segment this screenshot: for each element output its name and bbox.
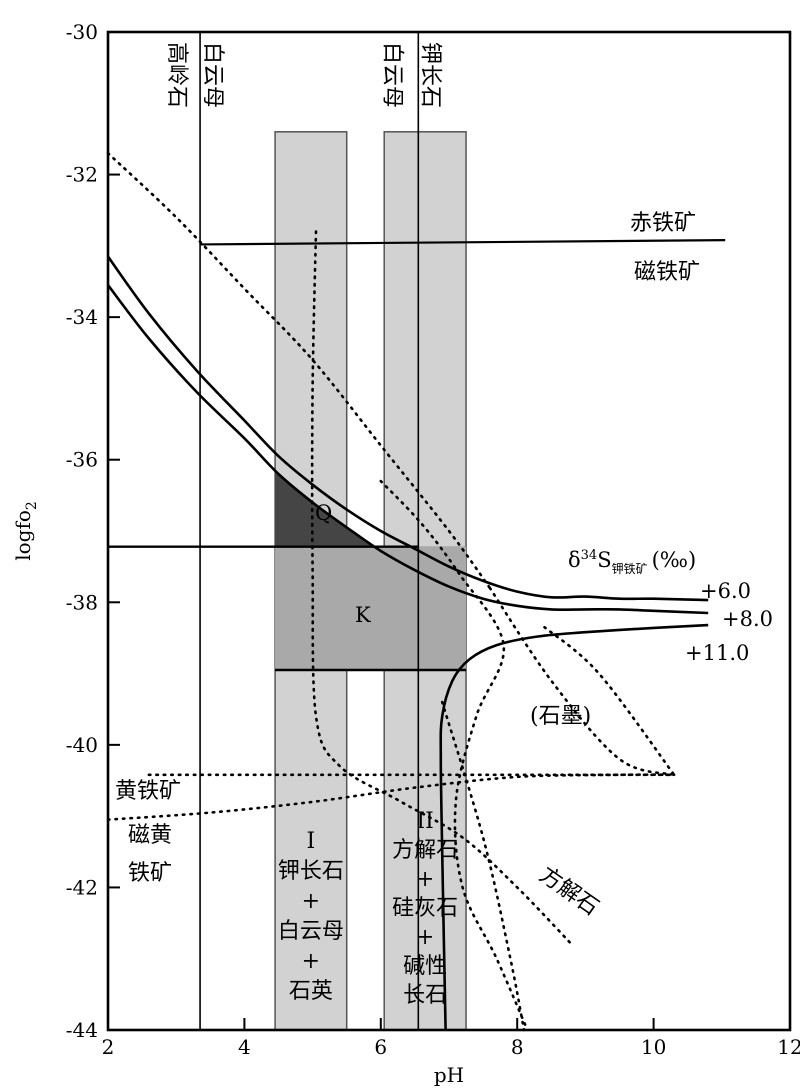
band-ii-label-line: + bbox=[416, 867, 434, 892]
band-ii-label-line: 方解石 bbox=[392, 838, 458, 863]
dotted-pyrite-pyrrhotite-lower bbox=[106, 773, 676, 821]
label-hematite: 赤铁矿 bbox=[630, 211, 696, 236]
x-tick-label: 4 bbox=[238, 1035, 251, 1059]
y-tick-label: -42 bbox=[66, 875, 98, 899]
band-i-label-line: 石英 bbox=[289, 979, 333, 1004]
x-tick-label: 10 bbox=[641, 1035, 666, 1059]
y-axis-label-subscript: 2 bbox=[24, 501, 40, 510]
curve-label-plus-8: +8.0 bbox=[722, 607, 773, 631]
label-muscovite-left: 白云母 bbox=[200, 42, 225, 108]
x-tick-label: 6 bbox=[374, 1035, 387, 1059]
band-i-label-line: 钾长石 bbox=[278, 859, 344, 884]
legend-s: S bbox=[597, 548, 611, 572]
x-tick-label: 8 bbox=[511, 1035, 524, 1059]
legend-unit: (‰) bbox=[652, 548, 697, 572]
y-tick-label: -32 bbox=[66, 163, 98, 187]
band-ii-label-line: 硅灰石 bbox=[392, 896, 458, 921]
plot-frame bbox=[106, 30, 792, 1032]
dotted-graphite-diagonal bbox=[488, 586, 676, 777]
axis-ticks: 2 4 6 8 10 12 -30 -32 -34 -36 -38 -40 -42 -44 bbox=[66, 20, 800, 1059]
y-tick-label: -44 bbox=[66, 1018, 98, 1042]
label-kaolinite: 高岭石 bbox=[164, 42, 189, 108]
hematite-magnetite-line bbox=[200, 239, 726, 246]
y-tick-label: -30 bbox=[66, 20, 98, 44]
band-i-label-line: + bbox=[302, 889, 320, 914]
band-ii-label-line: II bbox=[416, 809, 433, 834]
isotope-curve-1 bbox=[106, 255, 709, 602]
isotope-curve-2 bbox=[106, 284, 709, 615]
dotted-calcite-lower bbox=[440, 700, 526, 1032]
label-muscovite-right: 白云母 bbox=[379, 42, 404, 108]
band-i-label-line: I bbox=[307, 829, 316, 854]
band-i-label-line: + bbox=[302, 949, 320, 974]
band-ii-label-line: 长石 bbox=[403, 983, 447, 1008]
region-label-k: K bbox=[355, 603, 371, 627]
plot-border bbox=[106, 30, 792, 1032]
x-tick-label: 2 bbox=[102, 1035, 115, 1059]
x-axis-label: pH bbox=[434, 1063, 464, 1087]
band-ii-label-line: 碱性 bbox=[403, 954, 447, 979]
curve-label-plus-11: +11.0 bbox=[685, 641, 749, 665]
dotted-graphite-left bbox=[379, 479, 529, 1032]
band-ii-label-line: + bbox=[416, 925, 434, 950]
y-axis-label: logfo2 bbox=[11, 501, 40, 561]
label-k-feldspar-top: 钾长石 bbox=[417, 42, 442, 108]
region-label-q: Q bbox=[315, 501, 332, 525]
label-pyrrhotite-line2: 铁矿 bbox=[128, 861, 172, 886]
y-tick-label: -38 bbox=[66, 590, 98, 614]
legend-delta: δ bbox=[568, 548, 581, 572]
label-pyrite: 黄铁矿 bbox=[115, 779, 181, 804]
dotted-graphite-right bbox=[543, 625, 676, 777]
band-i-label-line: 白云母 bbox=[278, 919, 344, 944]
isotope-legend: δ34S钾铁矿 (‰) bbox=[568, 548, 696, 576]
band-i-labels: I 钾长石 + 白云母 + 石英 bbox=[278, 829, 344, 1004]
isotope-curve-3 bbox=[439, 623, 709, 1031]
boundary-lines bbox=[106, 32, 726, 1031]
label-pyrrhotite-line1: 磁黄 bbox=[128, 823, 172, 848]
y-tick-label: -34 bbox=[66, 305, 98, 329]
curve-label-plus-6: +6.0 bbox=[700, 579, 751, 603]
label-graphite: (石墨) bbox=[530, 704, 591, 729]
y-tick-label: -36 bbox=[66, 448, 98, 472]
y-tick-label: -40 bbox=[66, 733, 98, 757]
label-calcite-diagonal: 方解石 bbox=[535, 862, 603, 920]
x-tick-label: 12 bbox=[777, 1035, 800, 1059]
region-k bbox=[275, 546, 467, 671]
dotted-boundaries bbox=[106, 151, 676, 1032]
legend-subscript: 钾铁矿 bbox=[612, 562, 648, 576]
label-magnetite: 磁铁矿 bbox=[634, 260, 700, 285]
y-axis-label-main: logfo bbox=[11, 510, 35, 561]
legend-superscript: 34 bbox=[581, 548, 598, 563]
